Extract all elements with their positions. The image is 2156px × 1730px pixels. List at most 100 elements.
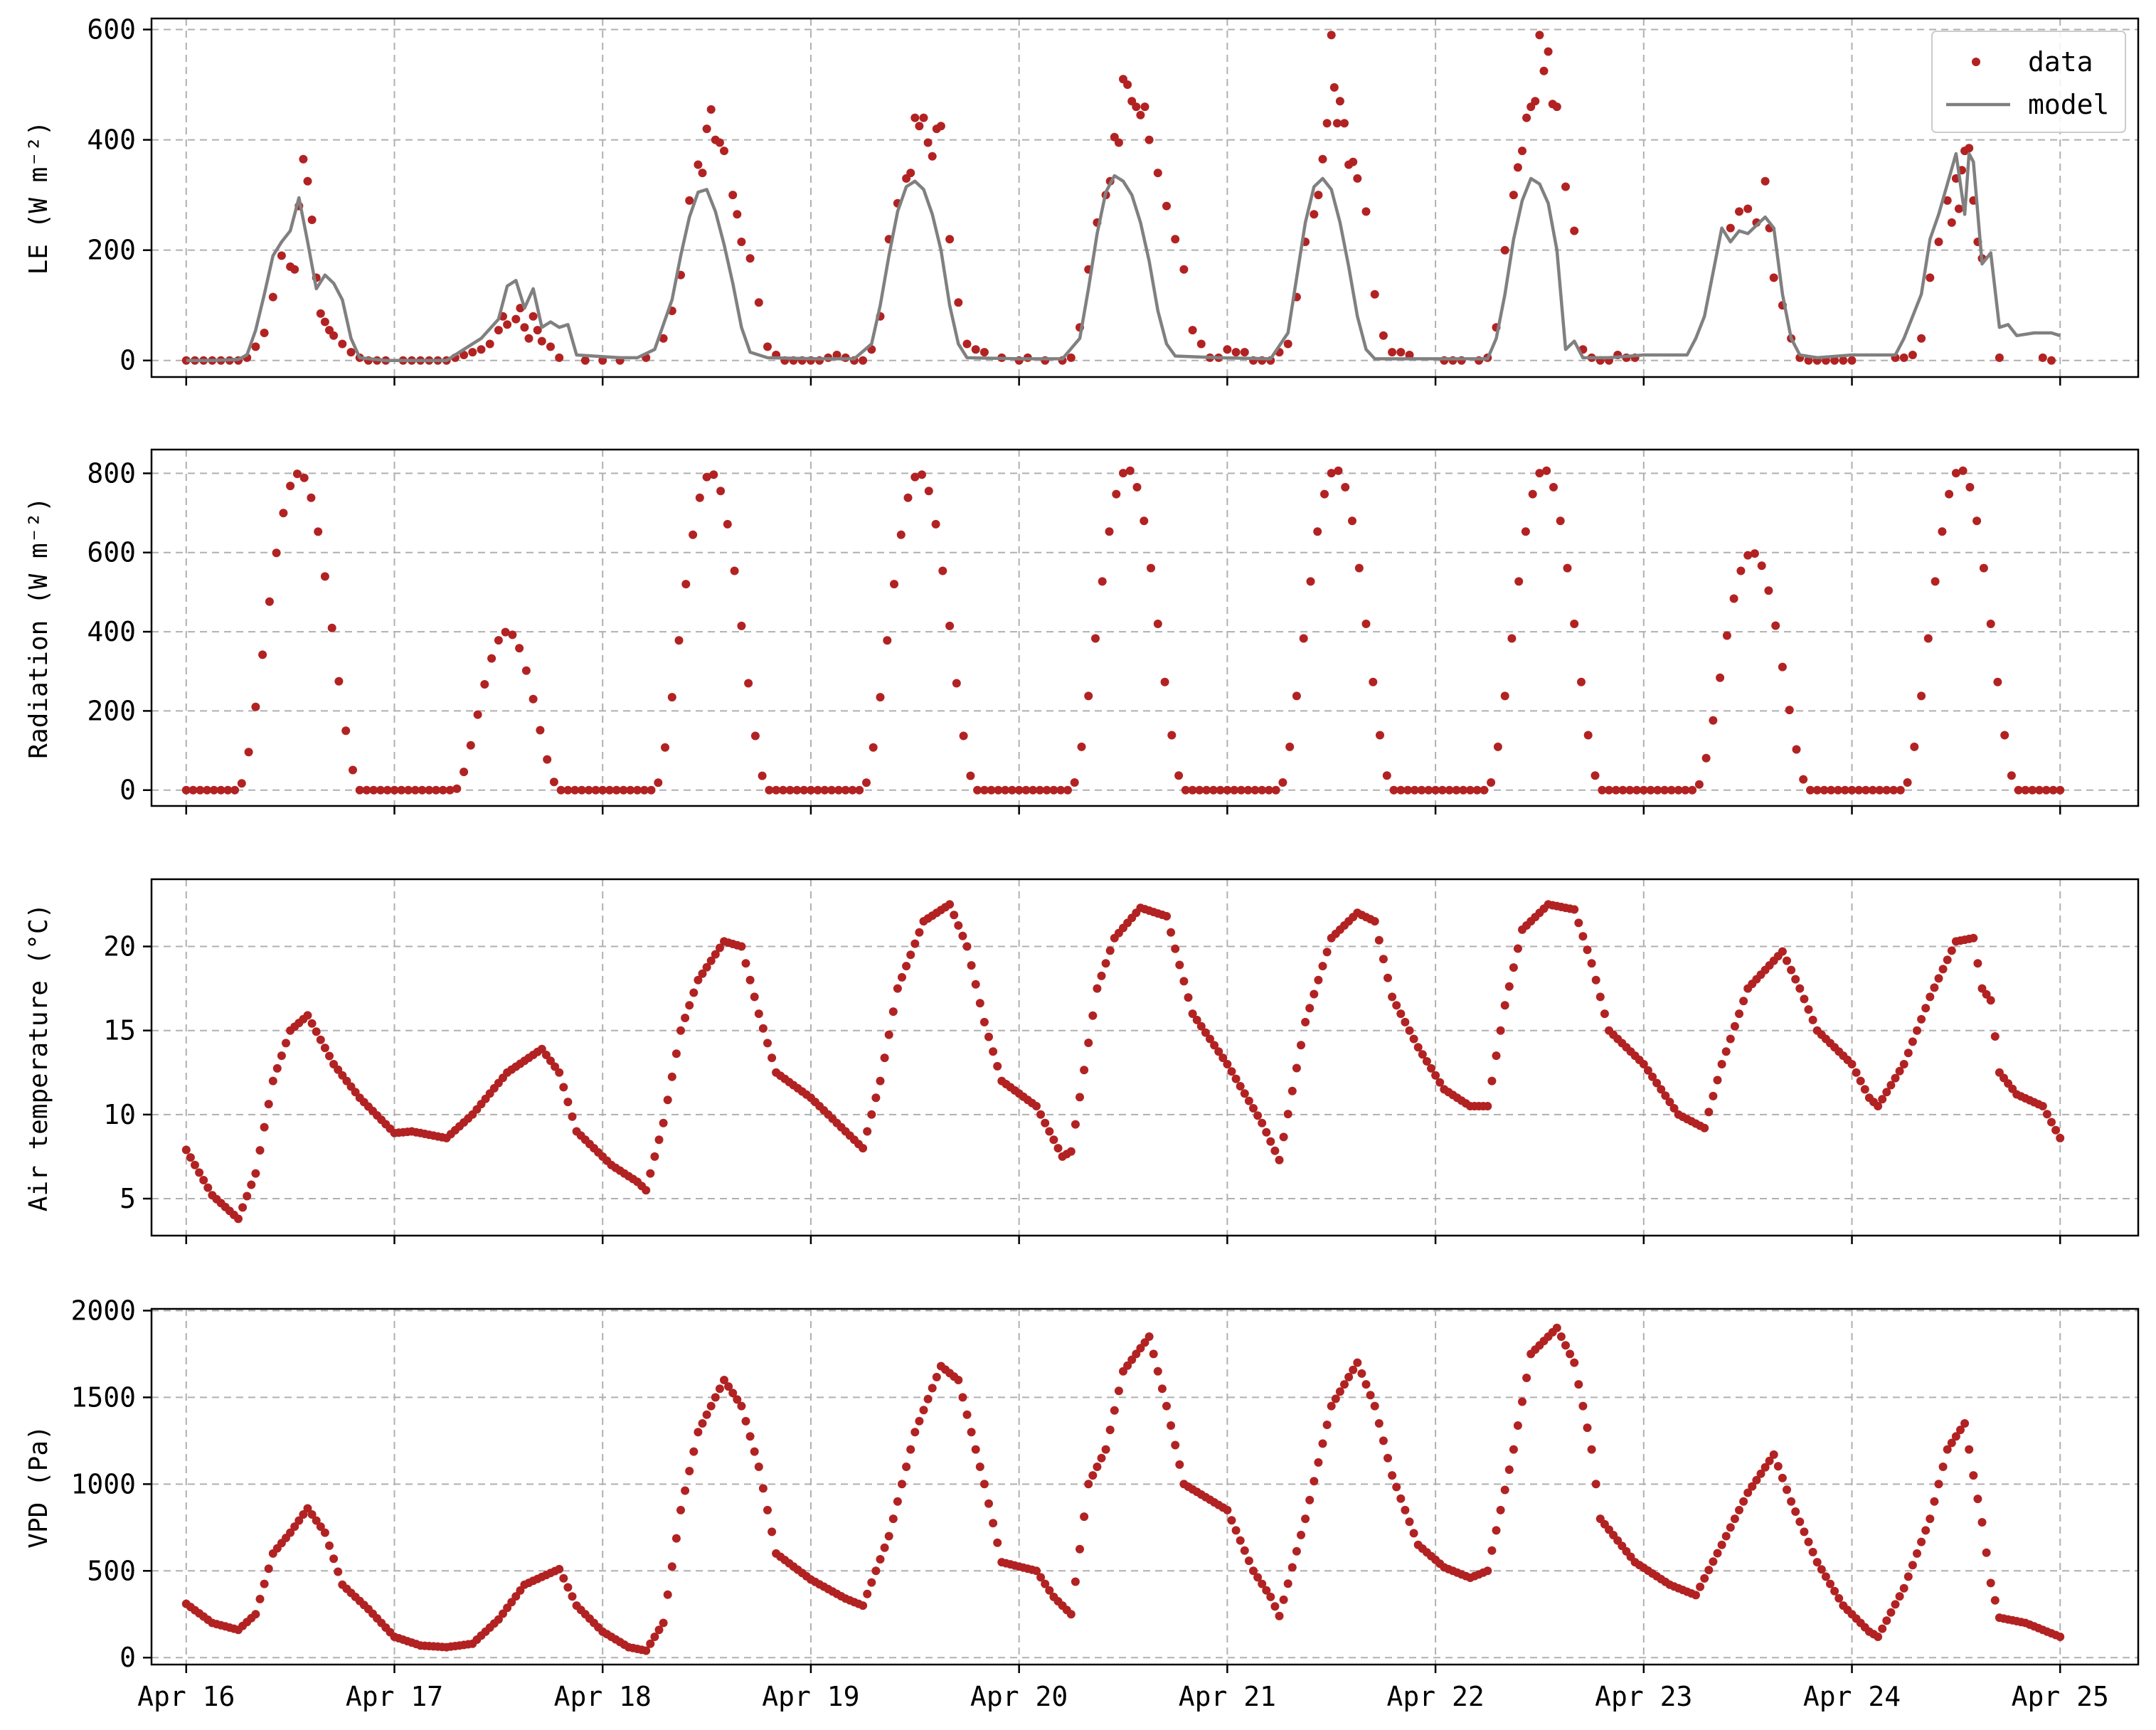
air-temperature-data-point — [312, 1027, 321, 1036]
vpd-data-point — [1240, 1546, 1249, 1555]
le-data-point — [1318, 154, 1327, 164]
le-data-point — [533, 326, 542, 335]
radiation-data-point — [1195, 785, 1204, 795]
radiation-data-point — [1632, 785, 1641, 795]
le-data-point — [1188, 326, 1197, 335]
vpd-data-point — [1899, 1583, 1908, 1593]
le-data-point — [268, 292, 277, 302]
radiation-data-point — [1029, 785, 1038, 795]
air-temperature-y-tick-label: 10 — [103, 1099, 136, 1130]
radiation-data-point — [334, 676, 344, 686]
radiation-data-point — [369, 785, 378, 795]
radiation-data-point — [695, 493, 704, 502]
air-temperature-data-point — [1105, 946, 1115, 955]
vpd-data-point — [1353, 1358, 1362, 1367]
le-data-point — [728, 191, 738, 200]
legend-data-label: data — [2028, 46, 2093, 78]
radiation-data-point — [1014, 785, 1024, 795]
vpd-data-point — [1895, 1592, 1904, 1601]
radiation-data-point — [1292, 691, 1301, 701]
air-temperature-data-point — [1084, 1039, 1093, 1047]
radiation-data-point — [1709, 716, 1718, 725]
air-temperature-x-ticks — [185, 1236, 2061, 1244]
vpd-data-point — [971, 1445, 980, 1454]
air-temperature-data-point — [234, 1214, 243, 1224]
vpd-data-point — [1153, 1367, 1162, 1376]
le-y-tick-label: 400 — [87, 124, 136, 156]
radiation-data-point — [216, 785, 225, 795]
radiation-data-point — [556, 785, 565, 795]
radiation-data-point — [730, 566, 739, 575]
air-temperature-data-point — [1730, 1021, 1739, 1031]
air-temperature-data-point — [1583, 945, 1592, 955]
air-temperature-data-point — [1587, 959, 1596, 968]
radiation-data-point — [286, 482, 295, 491]
air-temperature-data-point — [1852, 1068, 1861, 1077]
vpd-data-point — [1808, 1547, 1817, 1556]
vpd-data-point — [654, 1625, 664, 1635]
vpd-data-point — [1045, 1586, 1054, 1595]
vpd-data-point — [685, 1467, 694, 1475]
radiation-data-point — [1369, 677, 1378, 686]
le-data-point — [694, 160, 703, 169]
vpd-data-point — [1903, 1572, 1913, 1581]
air-temperature-data-point — [1071, 1120, 1080, 1129]
radiation-data-point — [834, 785, 843, 795]
le-data-point — [1947, 218, 1956, 227]
air-temperature-data-point — [1509, 963, 1518, 972]
le-data-point — [1743, 204, 1753, 213]
vpd-data-point — [1066, 1610, 1076, 1619]
air-temperature-data-point — [1704, 1108, 1714, 1117]
radiation-data-point — [598, 785, 607, 795]
radiation-data-point — [716, 487, 726, 496]
air-temperature-data-point — [559, 1083, 568, 1092]
vpd-data-point — [915, 1416, 924, 1426]
vpd-data-point — [1773, 1462, 1783, 1471]
radiation-data-point — [896, 530, 906, 539]
vpd-data-point — [1374, 1419, 1384, 1428]
air-temperature-data-point — [1665, 1098, 1674, 1107]
radiation-data-point — [1542, 466, 1551, 475]
vpd-data-point — [659, 1618, 668, 1628]
radiation-data-point — [1771, 621, 1780, 630]
radiation-data-point — [2014, 785, 2023, 795]
air-temperature-data-point — [754, 1009, 763, 1019]
vpd-data-point — [1162, 1401, 1171, 1411]
radiation-data-point — [2028, 785, 2037, 795]
vpd-data-point — [741, 1416, 750, 1426]
le-data-point — [277, 251, 286, 260]
vpd-data-point — [733, 1395, 742, 1404]
air-temperature-data-point — [1595, 992, 1605, 1002]
air-temperature-data-point — [1513, 944, 1522, 953]
radiation-data-point — [1382, 771, 1391, 780]
radiation-data-point — [1250, 785, 1260, 795]
air-temperature-data-point — [1409, 1034, 1418, 1044]
le-y-tick-label: 200 — [87, 235, 136, 266]
radiation-data-point — [1986, 620, 1995, 628]
radiation-data-point — [862, 778, 871, 787]
air-temperature-data-point — [1223, 1060, 1232, 1068]
radiation-data-point — [1847, 785, 1857, 795]
air-temperature-data-point — [984, 1032, 993, 1041]
vpd-data-point — [1340, 1380, 1349, 1389]
radiation-data-point — [1007, 785, 1016, 795]
air-temperature-data-point — [191, 1160, 199, 1169]
radiation-data-point — [979, 785, 989, 795]
air-temperature-data-point — [1795, 984, 1805, 993]
vpd-data-point — [993, 1538, 1002, 1547]
radiation-data-point — [903, 493, 913, 502]
radiation-data-point — [543, 755, 552, 764]
air-temperature-data-point — [203, 1183, 213, 1192]
air-temperature-data-point — [1297, 1041, 1305, 1050]
radiation-data-point — [1313, 527, 1322, 536]
vpd-data-point — [1123, 1361, 1132, 1370]
radiation-data-point — [1868, 785, 1877, 795]
le-data-point — [915, 122, 924, 131]
radiation-data-point — [938, 566, 947, 575]
air-temperature-data-point — [1657, 1085, 1666, 1094]
air-temperature-data-point — [1392, 1001, 1401, 1010]
le-data-point — [1570, 226, 1579, 235]
air-temperature-data-point — [950, 911, 959, 920]
radiation-data-point — [563, 785, 573, 795]
